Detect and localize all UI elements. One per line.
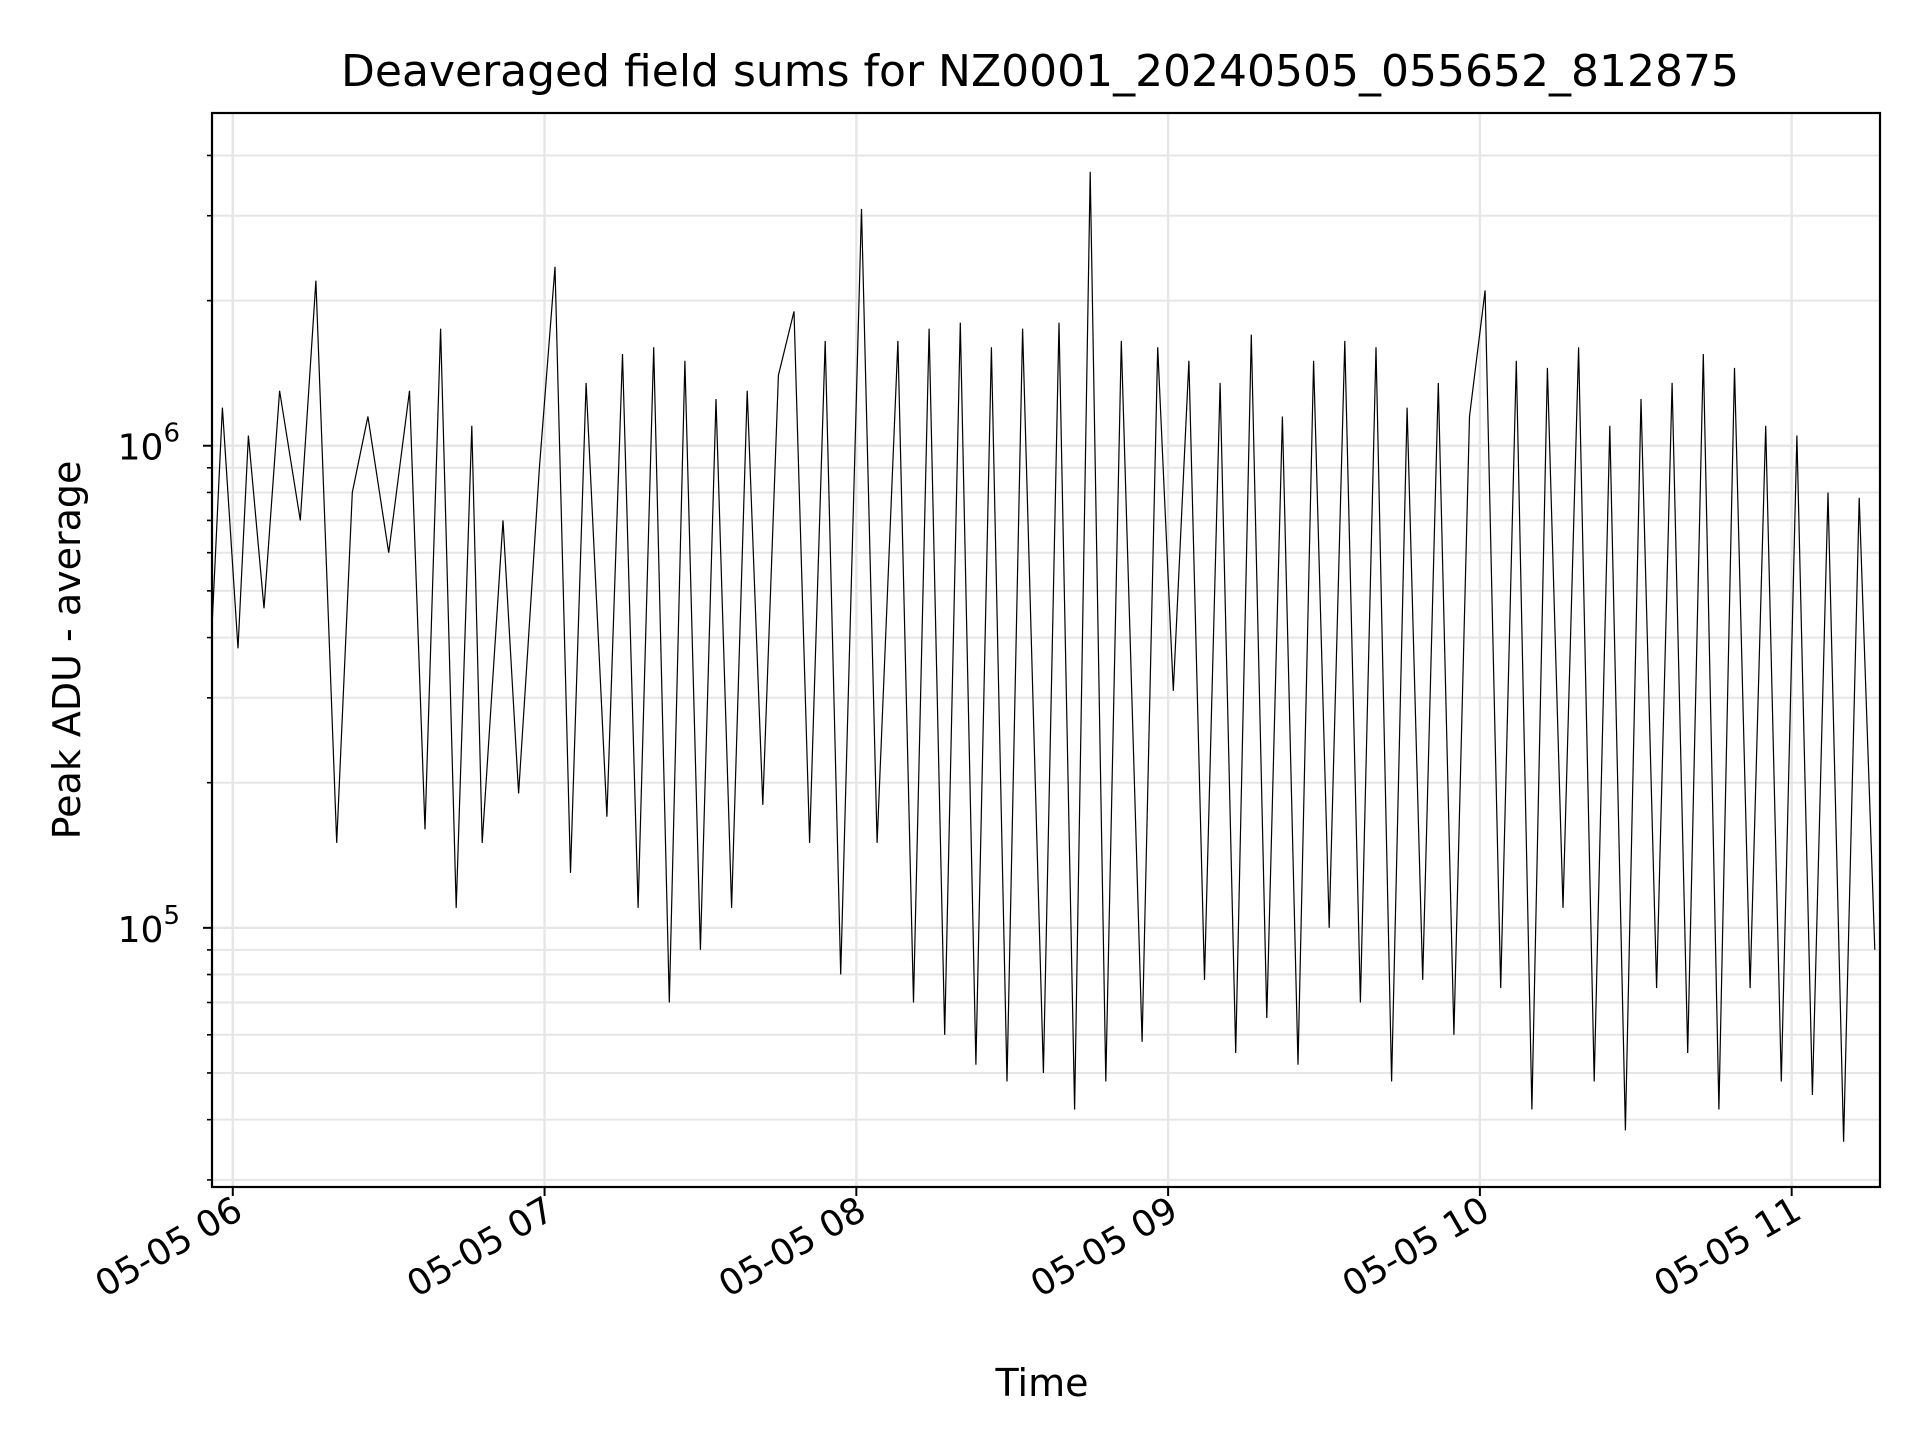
x-tick-label: 05-05 09 [1024,1189,1185,1305]
y-tick-exponent: 5 [163,901,180,931]
series-layer [211,171,1876,1142]
y-tick-exponent: 6 [163,419,180,449]
x-tick-label: 05-05 08 [712,1189,873,1305]
x-tick-label: 05-05 06 [89,1189,250,1305]
x-tick-label: 05-05 10 [1336,1189,1497,1305]
x-axis-label: Time [995,1361,1089,1405]
y-tick-base: 10 [118,428,164,469]
grid [212,113,1880,1187]
plot-frame [210,111,1882,1189]
y-tick-label: 105 [118,901,180,951]
chart-title: Deaveraged field sums for NZ0001_2024050… [341,46,1739,97]
series-line [211,171,1876,1142]
y-tick-label: 106 [118,419,180,469]
x-axis: 05-05 06 05-05 07 05-05 08 05-05 09 05-05 10… [89,1187,1808,1306]
x-tick-label: 05-05 07 [400,1189,561,1305]
y-tick-base: 10 [118,910,164,951]
x-tick-label: 05-05 11 [1647,1189,1808,1305]
y-axis-label: Peak ADU - average [45,461,89,840]
